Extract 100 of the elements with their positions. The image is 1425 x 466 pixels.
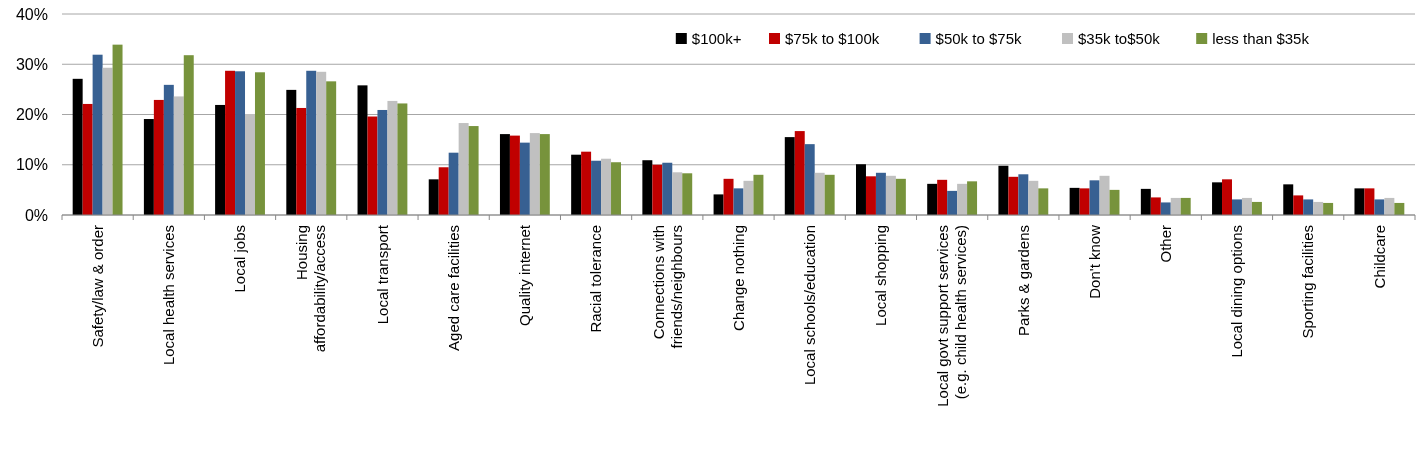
- bar: [326, 81, 337, 215]
- y-tick-label: 0%: [24, 206, 48, 224]
- bar: [937, 179, 948, 215]
- x-tick-label: Connections with friends/neighbours: [649, 225, 685, 349]
- bar: [296, 107, 307, 215]
- bar: [143, 119, 154, 215]
- legend-label: $50k to $75k: [935, 30, 1022, 48]
- bar: [672, 172, 683, 215]
- x-tick-label: Other: [1157, 225, 1175, 263]
- bar: [865, 176, 876, 215]
- bar: [713, 194, 724, 215]
- legend-label: $35k to$50k: [1078, 30, 1161, 48]
- legend-label: less than $35k: [1212, 30, 1310, 48]
- bar: [927, 183, 938, 215]
- bar: [1150, 197, 1161, 215]
- bar: [357, 85, 368, 215]
- bar: [1180, 197, 1191, 215]
- x-tick-label: Quality internet: [516, 224, 534, 326]
- bar: [753, 174, 764, 215]
- bar: [183, 55, 194, 215]
- bar: [1354, 188, 1365, 215]
- bar: [885, 175, 896, 215]
- bar: [306, 70, 317, 215]
- bar: [652, 164, 663, 215]
- bar: [509, 135, 520, 215]
- legend-label: $75k to $100k: [785, 30, 880, 48]
- bar: [1008, 176, 1019, 215]
- bar: [784, 137, 795, 215]
- bar: [967, 181, 978, 215]
- bar: [448, 152, 459, 215]
- bar: [591, 160, 602, 215]
- bar: [1099, 175, 1110, 215]
- bar: [72, 78, 83, 215]
- bar: [387, 100, 398, 215]
- y-tick-label: 20%: [15, 106, 48, 124]
- bar: [957, 183, 968, 215]
- bar: [947, 190, 958, 215]
- bar: [601, 158, 612, 215]
- bar: [1374, 199, 1385, 215]
- bar: [377, 109, 388, 215]
- bar: [682, 173, 693, 215]
- bar: [1283, 184, 1294, 215]
- bar: [112, 44, 123, 215]
- x-tick-label: Racial tolerance: [587, 225, 605, 333]
- bar: [794, 131, 805, 215]
- bar: [82, 103, 93, 215]
- bar: [743, 180, 754, 215]
- bar: [153, 99, 164, 215]
- bar: [92, 54, 103, 215]
- bar: [856, 164, 866, 215]
- bar: [468, 126, 479, 215]
- bar: [1231, 199, 1242, 215]
- bar: [875, 172, 886, 215]
- bar: [662, 162, 673, 215]
- bar: [1079, 188, 1090, 215]
- bar: [438, 167, 449, 215]
- x-tick-label: Housing affordability/access: [293, 225, 329, 353]
- legend-label: $100k+: [691, 30, 742, 48]
- bar: [102, 67, 113, 215]
- bar: [571, 154, 582, 215]
- bar: [642, 160, 653, 215]
- bar: [1222, 179, 1232, 215]
- bar: [254, 72, 265, 215]
- x-tick-label: Local dining options: [1228, 225, 1246, 358]
- bar: [458, 123, 469, 215]
- bar: [1212, 182, 1223, 215]
- bar: [1028, 180, 1039, 215]
- bar: [1293, 195, 1304, 215]
- y-tick-label: 40%: [15, 5, 48, 23]
- y-tick-label: 30%: [15, 55, 48, 73]
- bar: [804, 144, 815, 215]
- bar: [428, 179, 439, 215]
- x-tick-label: Local jobs: [231, 225, 249, 293]
- bar: [1394, 202, 1405, 215]
- bar: [824, 174, 835, 215]
- x-tick-label: Sporting facilities: [1299, 225, 1317, 339]
- bar: [1038, 188, 1049, 215]
- bar: [499, 134, 510, 215]
- bar: [1160, 202, 1171, 215]
- bar: [1323, 202, 1334, 215]
- bar: [367, 116, 378, 215]
- bar: [316, 71, 327, 215]
- bar: [1018, 174, 1029, 215]
- bar: [235, 71, 246, 215]
- bar: [814, 172, 825, 215]
- bar: [397, 103, 408, 215]
- x-tick-label: Don't know: [1085, 224, 1103, 299]
- x-tick-label: Local govt support services (e.g. child health services): [934, 225, 970, 407]
- bar: [245, 114, 255, 215]
- bar: [1364, 188, 1375, 215]
- x-tick-label: Childcare: [1370, 225, 1388, 289]
- bar: [225, 70, 236, 215]
- bar: [1384, 197, 1395, 215]
- bar: [581, 151, 592, 215]
- bar: [1089, 180, 1100, 215]
- bar: [723, 178, 734, 215]
- bar: [1313, 201, 1324, 215]
- bar: [163, 84, 174, 215]
- x-tick-label: Parks & gardens: [1014, 225, 1032, 336]
- bar: [1170, 197, 1181, 215]
